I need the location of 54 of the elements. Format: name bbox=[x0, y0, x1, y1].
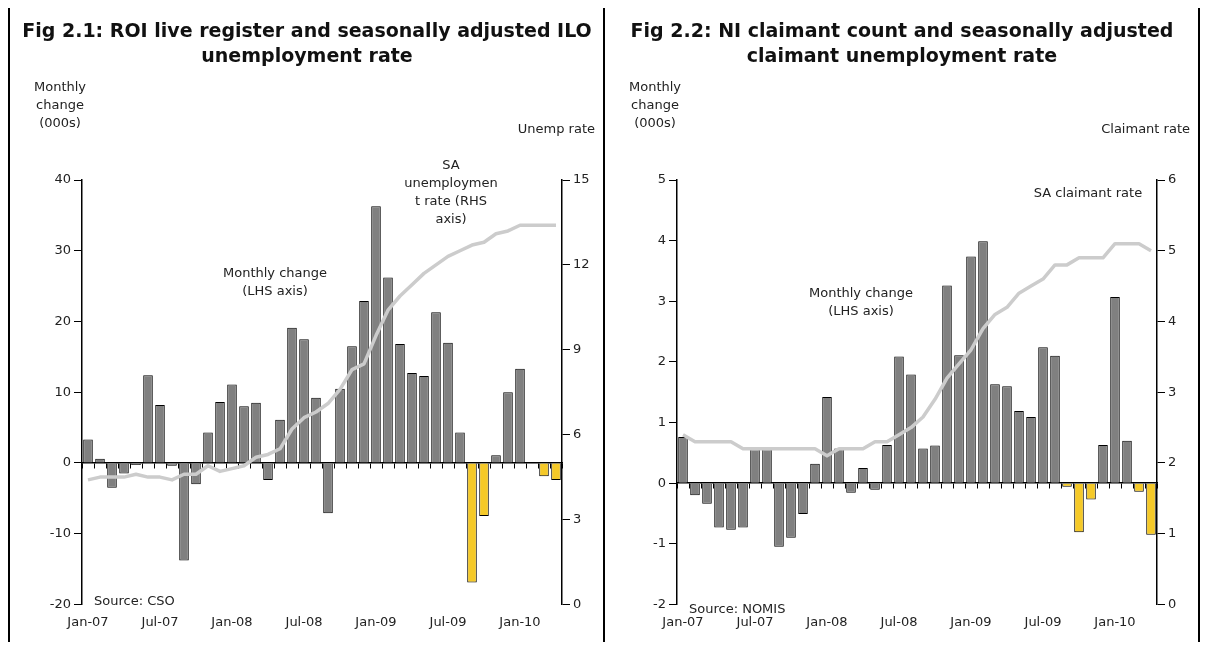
y2-tick-label: 1 bbox=[1168, 525, 1177, 541]
x-tick-label: Jan-08 bbox=[805, 613, 848, 629]
x-tick-label: Jul-09 bbox=[1023, 613, 1062, 629]
y2-tick-label: 3 bbox=[573, 510, 582, 526]
x-tick-label: Jul-08 bbox=[284, 613, 323, 629]
y2-tick-label: 0 bbox=[573, 595, 582, 611]
x-tick-label: Jan-07 bbox=[66, 613, 109, 629]
y-tick-label: 5 bbox=[657, 171, 666, 187]
y-tick-label: 0 bbox=[657, 474, 666, 490]
y2-tick-label: 4 bbox=[1168, 312, 1177, 328]
y-tick-label: 40 bbox=[54, 171, 71, 187]
y-tick-label: 3 bbox=[657, 292, 666, 308]
y2-tick-label: 2 bbox=[1168, 454, 1177, 470]
x-tick-label: Jan-09 bbox=[949, 613, 992, 629]
y-tick-label: 1 bbox=[657, 413, 666, 429]
y2-tick-label: 12 bbox=[573, 256, 590, 272]
y-tick-label: 30 bbox=[54, 242, 71, 258]
y-tick-label: -1 bbox=[653, 535, 666, 551]
y-axis-title: Monthly change (000s) bbox=[627, 78, 683, 132]
annotation: Monthly change (LHS axis) bbox=[222, 264, 328, 300]
y2-tick-label: 6 bbox=[1168, 171, 1177, 187]
annotation: Monthly change (LHS axis) bbox=[808, 284, 914, 320]
x-tick-label: Jan-08 bbox=[210, 613, 253, 629]
x-tick-label: Jan-10 bbox=[1093, 613, 1136, 629]
x-tick-label: Jul-09 bbox=[428, 613, 467, 629]
y2-tick-label: 6 bbox=[573, 426, 582, 442]
annotation: Source: NOMIS bbox=[689, 601, 786, 616]
y-axis-title: Monthly change (000s) bbox=[32, 78, 88, 132]
y2-tick-label: 0 bbox=[1168, 595, 1177, 611]
y2-axis-title: Unemp rate bbox=[516, 120, 595, 138]
x-tick-label: Jan-07 bbox=[661, 613, 704, 629]
y-tick-label: 4 bbox=[657, 232, 666, 247]
annotation: SA unemployment rate (RHS axis) bbox=[403, 156, 499, 228]
y2-tick-label: 5 bbox=[1168, 242, 1177, 258]
annotation: Source: CSO bbox=[94, 592, 176, 610]
x-tick-label: Jul-07 bbox=[735, 613, 774, 629]
y-tick-label: 20 bbox=[54, 312, 71, 328]
y2-tick-label: 9 bbox=[573, 341, 582, 357]
y2-tick-label: 3 bbox=[1168, 383, 1177, 399]
y-tick-label: 0 bbox=[62, 454, 71, 470]
chart-title: Fig 2.1: ROI live register and seasonally adjusted ILO unemployment rate bbox=[21, 18, 593, 68]
y-tick-label: -20 bbox=[49, 595, 71, 611]
x-tick-label: Jul-07 bbox=[140, 613, 179, 629]
y2-axis-title: Claimant rate bbox=[1100, 120, 1190, 138]
x-tick-label: Jan-09 bbox=[354, 613, 397, 629]
y2-tick-label: 15 bbox=[573, 171, 590, 187]
x-tick-label: Jan-10 bbox=[498, 613, 541, 629]
y-tick-label: 2 bbox=[657, 353, 666, 369]
chart-title: Fig 2.2: NI claimant count and seasonally adjusted claimant unemployment rate bbox=[629, 18, 1175, 68]
annotation: SA claimant rate bbox=[1033, 184, 1143, 202]
y-tick-label: -10 bbox=[49, 525, 71, 541]
y-tick-label: -2 bbox=[653, 595, 666, 611]
x-tick-label: Jul-08 bbox=[879, 613, 918, 629]
y-tick-label: 10 bbox=[54, 383, 71, 399]
